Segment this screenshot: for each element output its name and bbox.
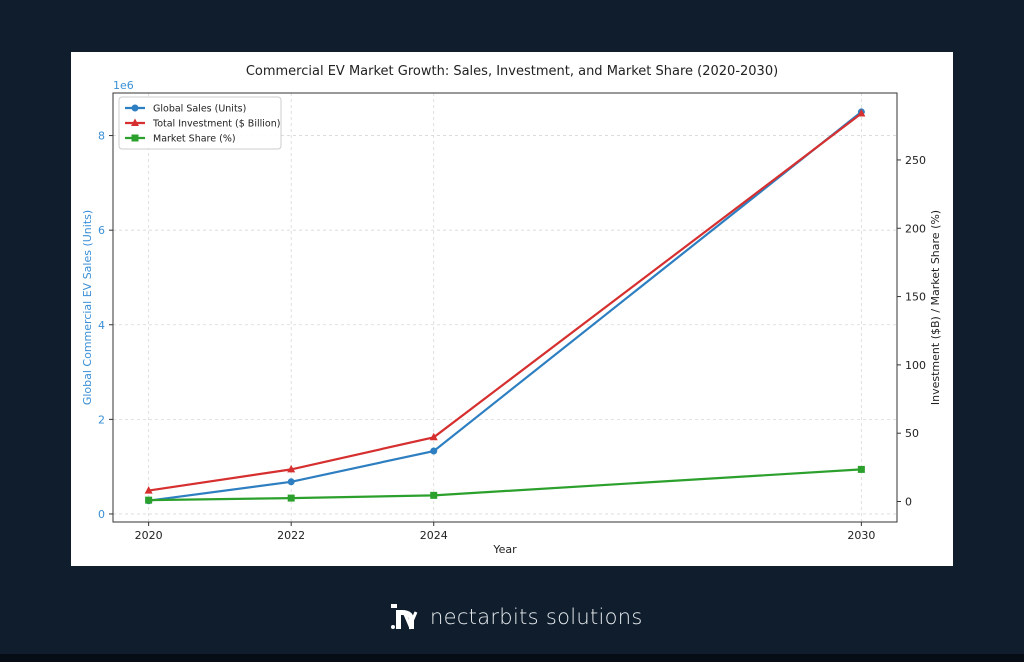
right-y-tick-label: 0 xyxy=(905,496,912,509)
brand-logo: nectarbits solutions xyxy=(388,600,643,634)
left-y-axis-label: Global Commercial EV Sales (Units) xyxy=(81,210,94,405)
right-y-tick-label: 250 xyxy=(905,154,926,167)
data-point-1 xyxy=(144,486,153,494)
legend-marker-1 xyxy=(131,118,139,126)
right-y-tick-label: 200 xyxy=(905,222,926,235)
x-tick-label: 2022 xyxy=(277,529,305,542)
legend-label: Global Sales (Units) xyxy=(153,104,246,115)
chart-title: Commercial EV Market Growth: Sales, Inve… xyxy=(246,64,778,79)
data-point-0 xyxy=(430,447,438,455)
x-tick-label: 2030 xyxy=(847,529,875,542)
x-tick-label: 2024 xyxy=(420,529,448,542)
data-point-1 xyxy=(287,464,296,473)
legend-box xyxy=(118,96,282,150)
right-y-tick-label: 150 xyxy=(905,291,926,304)
x-axis-label: Year xyxy=(492,543,517,556)
left-y-tick-label: 6 xyxy=(98,224,105,237)
left-y-tick-label: 0 xyxy=(98,508,105,521)
left-y-tick-label: 2 xyxy=(98,413,105,426)
data-point-0 xyxy=(287,478,295,486)
series-line-0 xyxy=(148,111,863,502)
nectarbits-logo-icon xyxy=(391,604,418,630)
data-point-2 xyxy=(287,494,295,502)
chart: 2020 2022 2024 2030 0 2 4 6 8 0 50 100 150 200 250 1e6 C… xyxy=(81,64,942,556)
series-line-1 xyxy=(148,112,863,492)
data-point-1 xyxy=(429,432,438,441)
right-y-axis-label: Investment ($B) / Market Share (%) xyxy=(929,210,942,405)
axes-frame xyxy=(112,92,898,523)
left-y-tick-label: 8 xyxy=(98,130,105,143)
legend-marker-2 xyxy=(131,134,139,142)
data-point-1 xyxy=(857,108,866,117)
data-point-2 xyxy=(145,496,153,504)
right-y-tick-label: 50 xyxy=(905,427,919,440)
brand-name: nectarbits solutions xyxy=(430,605,643,629)
bottom-bar xyxy=(0,654,1024,662)
right-y-tick-label: 100 xyxy=(905,359,926,372)
x-tick-label: 2020 xyxy=(135,529,163,542)
data-point-2 xyxy=(857,465,865,473)
data-point-2 xyxy=(430,491,438,499)
chart-panel: 2020 2022 2024 2030 0 2 4 6 8 0 50 100 150 200 250 1e6 C… xyxy=(71,52,953,566)
series-line-2 xyxy=(148,468,862,502)
left-axis-offset-label: 1e6 xyxy=(113,79,134,92)
legend-label: Market Share (%) xyxy=(153,134,236,145)
left-y-tick-label: 4 xyxy=(98,319,105,332)
legend-label: Total Investment ($ Billion) xyxy=(152,119,280,130)
legend-marker-0 xyxy=(131,104,139,112)
